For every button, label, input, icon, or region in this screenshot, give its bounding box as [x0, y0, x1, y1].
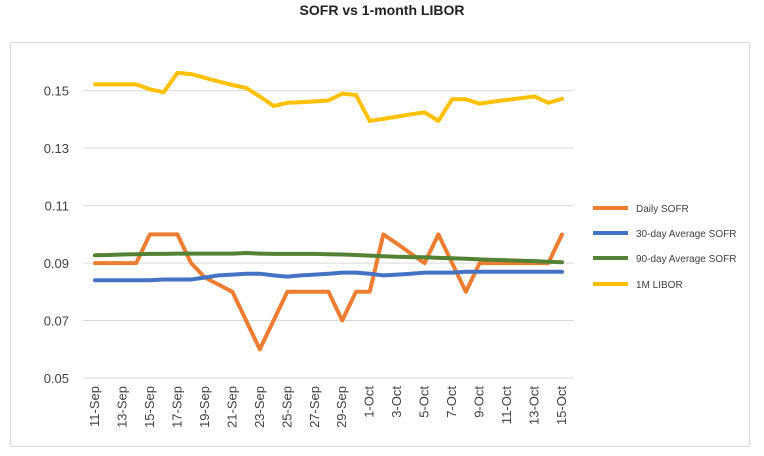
series-line-30-day-average-sofr	[93, 269, 564, 283]
x-tick-label: 21-Sep	[224, 386, 239, 428]
series-line-1m-libor	[93, 70, 564, 123]
legend-label: Daily SOFR	[636, 204, 689, 215]
y-tick-label: 0.15	[44, 84, 69, 99]
series-lines	[93, 70, 564, 352]
x-tick-label: 17-Sep	[169, 386, 184, 428]
series-line-daily-sofr	[93, 232, 564, 352]
y-tick-label: 0.11	[45, 199, 69, 214]
legend-label: 30-day Average SOFR	[636, 229, 736, 240]
x-tick-label: 25-Sep	[279, 386, 294, 428]
x-tick-label: 5-Oct	[417, 386, 432, 418]
x-tick-label: 19-Sep	[197, 386, 212, 428]
x-tick-label: 7-Oct	[444, 386, 459, 418]
x-tick-label: 13-Sep	[114, 386, 129, 428]
gridlines	[83, 90, 574, 379]
x-tick-label: 11-Oct	[499, 386, 514, 424]
legend: Daily SOFR 30-day Average SOFR 90-day Aver…	[593, 204, 736, 291]
y-tick-label: 0.05	[44, 371, 69, 386]
y-tick-label: 0.07	[44, 314, 69, 329]
x-tick-label: 15-Sep	[142, 386, 157, 428]
x-tick-label: 3-Oct	[389, 386, 404, 418]
y-tick-label: 0.13	[44, 141, 69, 156]
legend-label: 90-day Average SOFR	[636, 254, 736, 265]
x-tick-label: 15-Oct	[554, 386, 569, 425]
axes: 0.05 0.07 0.09 0.11 0.13 0.15 11-Sep 13-Sep 15-S…	[44, 84, 569, 428]
x-tick-label: 23-Sep	[252, 386, 267, 428]
y-tick-label: 0.09	[44, 256, 69, 271]
x-tick-label: 29-Sep	[334, 386, 349, 428]
chart-title: SOFR vs 1-month LIBOR	[299, 2, 465, 18]
x-tick-label: 11-Sep	[87, 386, 102, 427]
chart-area-frame	[10, 42, 750, 447]
legend-label: 1M LIBOR	[636, 280, 683, 291]
x-tick-label: 9-Oct	[472, 386, 487, 418]
x-tick-label: 13-Oct	[527, 386, 542, 425]
x-tick-label: 1-Oct	[362, 386, 377, 418]
series-line-90-day-average-sofr	[93, 251, 564, 265]
x-tick-label: 27-Sep	[307, 386, 322, 428]
